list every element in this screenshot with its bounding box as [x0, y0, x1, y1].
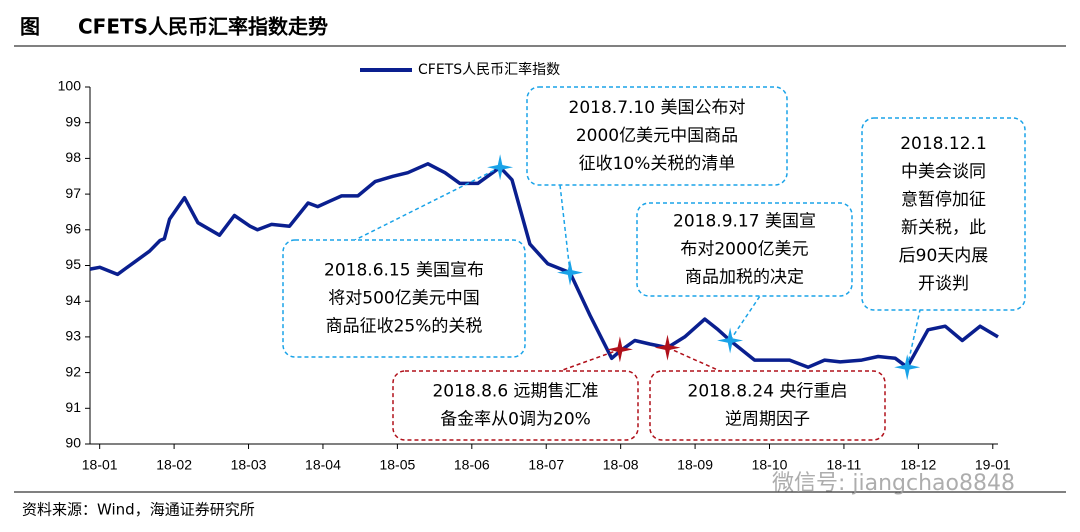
annotation-box: [649, 370, 886, 441]
y-tick-label: 97: [65, 185, 81, 201]
x-tick-label: 18-11: [827, 457, 862, 473]
annotation-text: 征收10%关税的清单: [579, 154, 736, 174]
annotation-text: 逆周期因子: [725, 410, 810, 430]
x-tick-label: 18-02: [156, 457, 192, 473]
annotation-box: [526, 86, 788, 186]
figure-label: 图: [20, 15, 40, 39]
annotation-text: 2018.8.24 央行重启: [688, 382, 848, 402]
y-tick-label: 90: [65, 435, 81, 451]
y-tick-label: 92: [65, 363, 81, 379]
annotation-text: 商品征收25%的关税: [326, 317, 483, 337]
annotation-text: 将对500亿美元中国: [328, 289, 479, 309]
x-tick-label: 19-01: [975, 457, 1011, 473]
annotation-text: 2018.6.15 美国宣布: [324, 261, 484, 281]
line-series: [89, 162, 999, 369]
annotation-box: [636, 202, 853, 297]
y-tick-label: 94: [65, 292, 81, 308]
annotation-leader: [667, 346, 721, 372]
annotation-leader: [906, 309, 921, 368]
y-tick-label: 96: [65, 221, 81, 237]
x-tick-label: 18-03: [231, 457, 267, 473]
annotation-text: 2018.9.17 美国宣: [673, 212, 816, 232]
watermark: 微信号: jiangchao8848: [772, 471, 1015, 496]
annotation-marker: [606, 336, 633, 363]
y-tick-label: 100: [58, 78, 82, 94]
annotation-text: 2018.12.1: [900, 134, 987, 154]
annotation-text: 开谈判: [918, 274, 969, 294]
annotation-leader: [559, 184, 571, 273]
annotation-marker: [894, 354, 921, 381]
x-tick-label: 18-07: [528, 457, 564, 473]
annotation-leader: [559, 348, 621, 372]
annotation-text: 备金率从0调为20%: [440, 410, 591, 430]
chart-title: CFETS人民币汇率指数走势: [78, 15, 328, 39]
source: 资料来源：Wind，海通证券研究所: [22, 501, 255, 519]
annotation-marker: [717, 327, 744, 354]
annotation-leader: [729, 295, 761, 341]
annotation-text: 2000亿美元中国商品: [576, 126, 738, 146]
x-tick-label: 18-05: [379, 457, 415, 473]
annotation-box: [282, 239, 526, 358]
legend-label: CFETS人民币汇率指数: [418, 61, 560, 78]
annotation-text: 商品加税的决定: [685, 268, 804, 288]
annotation-text: 意暂停加征: [901, 190, 986, 210]
annotation-box: [392, 370, 639, 441]
y-tick-label: 95: [65, 256, 81, 272]
y-tick-label: 93: [65, 328, 81, 344]
annotation-marker: [487, 154, 514, 181]
y-tick-label: 99: [65, 113, 81, 129]
x-tick-label: 18-12: [900, 457, 936, 473]
x-tick-label: 18-01: [82, 457, 118, 473]
annotation-text: 后90天内展: [899, 246, 989, 266]
x-tick-label: 18-04: [305, 457, 341, 473]
y-tick-label: 91: [65, 399, 81, 415]
x-tick-label: 18-06: [454, 457, 490, 473]
annotation-text: 布对2000亿美元: [680, 240, 808, 260]
x-tick-label: 18-09: [677, 457, 713, 473]
annotation-text: 2018.8.6 远期售汇准: [432, 382, 598, 402]
annotation-marker: [654, 334, 681, 361]
annotation-box: [861, 117, 1026, 311]
x-tick-label: 18-08: [603, 457, 639, 473]
y-tick-label: 98: [65, 149, 81, 165]
annotation-text: 新关税，此: [901, 218, 986, 238]
annotation-marker: [557, 259, 583, 286]
annotation-text: 中美会谈同: [901, 162, 986, 182]
annotation-leader: [354, 166, 501, 241]
x-tick-label: 18-10: [752, 457, 788, 473]
annotation-text: 2018.7.10 美国公布对: [569, 98, 746, 118]
